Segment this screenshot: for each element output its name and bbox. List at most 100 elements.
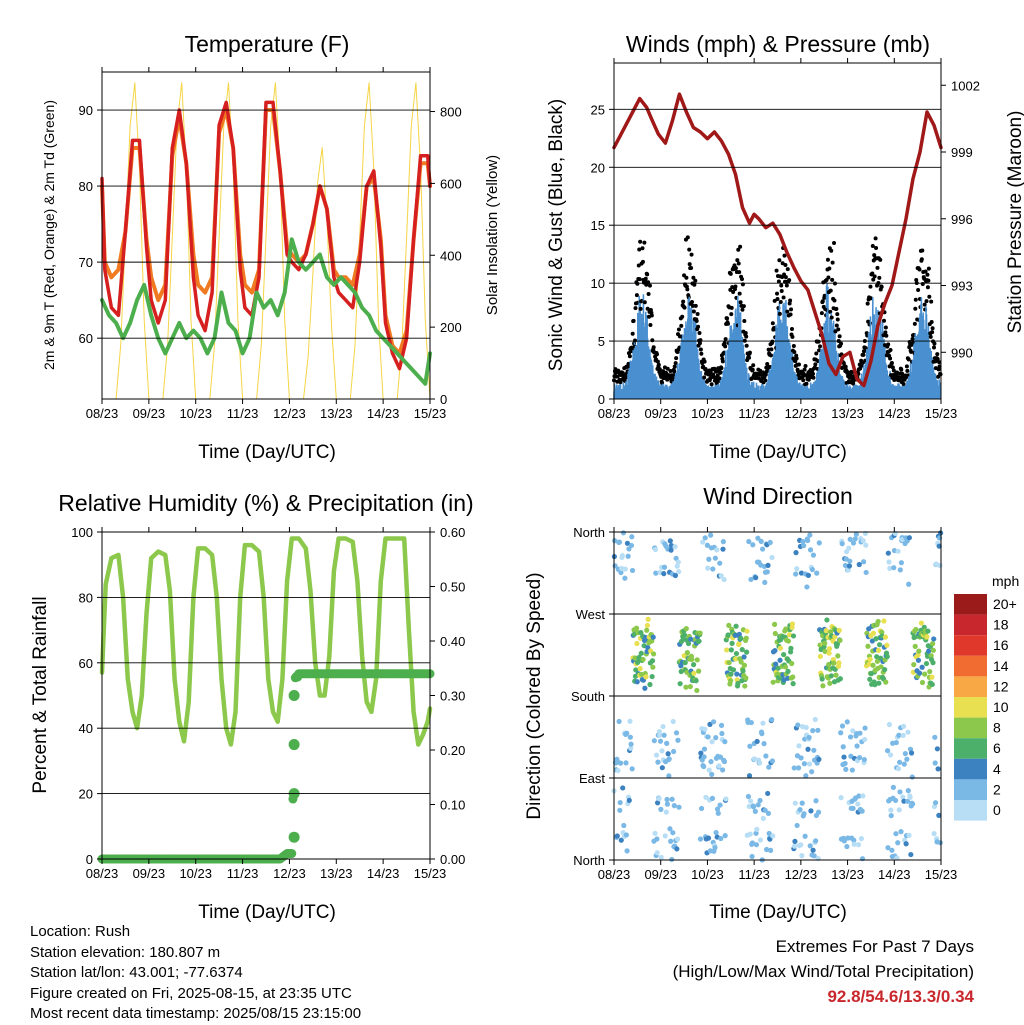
x-tick-label: 12/23 [273, 406, 306, 421]
wind-direction-point [617, 799, 623, 806]
precip-point [288, 690, 300, 701]
wind-direction-point [629, 766, 635, 772]
gust-point [832, 240, 837, 245]
pressure-ylabel: Station Pressure (Maroon) [1005, 111, 1024, 334]
x-tick-label: 09/23 [133, 406, 166, 421]
wind-direction-point [887, 565, 893, 572]
wind-direction-point [919, 679, 926, 686]
wind-direction-point [645, 644, 651, 651]
wind-direction-point [885, 845, 891, 851]
wind-direction-point [673, 730, 680, 736]
wind-direction-point [834, 641, 841, 647]
wind-direction-point [746, 803, 752, 810]
wind-direction-point [930, 641, 936, 647]
gust-point [776, 279, 781, 284]
gust-point [917, 267, 922, 272]
wind-direction-point [760, 546, 766, 552]
wind-direction-point [875, 618, 881, 625]
wind-direction-point [843, 766, 849, 772]
wind-direction-point [633, 667, 639, 673]
gust-point [743, 330, 748, 335]
wind-direction-point [781, 651, 787, 658]
gust-point [906, 357, 911, 362]
wind-direction-point [850, 805, 856, 811]
gust-point [884, 333, 889, 338]
wind-direction-point [873, 636, 879, 642]
wind-direction-point [785, 638, 792, 644]
speed-colorbar: mph 20+ 18 16 14 12 10 8 6 4 2 0 [954, 573, 1019, 821]
wind-direction-point [694, 687, 700, 694]
wind-direction-point [769, 758, 776, 764]
precip-point [287, 849, 297, 859]
wind-direction-point [769, 716, 775, 723]
y2-tick-label: 0.10 [440, 798, 465, 813]
extremes-summary: Extremes For Past 7 Days (High/Low/Max W… [673, 934, 974, 1009]
gust-point [756, 376, 761, 381]
x-tick-label: 14/23 [878, 867, 911, 882]
wind-direction-point [706, 556, 712, 562]
gust-point [784, 283, 789, 288]
wind-direction-point [766, 830, 772, 837]
wind-direction-point [773, 661, 779, 667]
gust-point [925, 272, 930, 277]
winds-panel: Winds (mph) & Pressure (mb) 08/23 09/23 10… [546, 31, 1024, 463]
wind-direction-point [726, 659, 732, 666]
wind-direction-point [624, 540, 631, 546]
wind-direction-point [708, 532, 714, 538]
wind-direction-point [763, 753, 769, 759]
gust-point [905, 368, 910, 373]
wind-direction-point [769, 554, 775, 561]
gust-point [888, 348, 893, 353]
gust-point [642, 240, 647, 245]
wind-direction-point [690, 662, 697, 668]
wind-direction-point [789, 621, 795, 627]
wind-direction-point [696, 668, 702, 674]
wind-direction-point [837, 637, 843, 643]
wind-direction-point [884, 654, 890, 660]
wind-direction-point [793, 571, 799, 577]
wind-direction-point [874, 658, 881, 664]
station-info: Location: Rush Station elevation: 180.80… [30, 922, 361, 1025]
wind-direction-point [925, 628, 931, 634]
wind-direction-point [788, 645, 794, 651]
temperature-panel: Temperature (F) 08/23 09/23 10/23 11/23 12/2… [41, 31, 501, 463]
wind-direction-point [851, 837, 857, 843]
gust-point [735, 258, 740, 263]
wind-direction-point [665, 751, 671, 757]
gust-point [919, 257, 924, 262]
wind-direction-point [691, 670, 697, 676]
wind-direction-point [923, 660, 930, 667]
wind-direction-point [861, 559, 867, 565]
wind-direction-point [622, 566, 628, 572]
gust-point [779, 289, 784, 294]
temperature-marks [100, 82, 432, 400]
wind-direction-point [657, 732, 663, 738]
wind-direction-point [777, 657, 783, 663]
wind-direction-point [698, 805, 705, 812]
wind-direction-point [625, 553, 631, 559]
x-tick-label: 09/23 [133, 866, 166, 881]
wind-direction-point [717, 754, 724, 760]
wind-direction-point [827, 629, 834, 635]
gust-point [868, 296, 873, 301]
gust-point [693, 303, 698, 308]
gust-point [781, 295, 786, 300]
gust-point [648, 323, 653, 328]
wind-direction-point [887, 752, 894, 758]
gust-point [926, 266, 931, 271]
wind-direction-point [795, 765, 802, 771]
gust-point [696, 324, 701, 329]
wind-direction-point [792, 800, 798, 806]
wind-direction-point [632, 655, 638, 661]
wind-direction-point [712, 555, 718, 561]
wind-direction-point [655, 759, 661, 765]
gust-point [723, 337, 728, 342]
wind-direction-point [626, 797, 632, 803]
gust-point [849, 370, 854, 375]
gust-point [879, 284, 884, 289]
gust-point [811, 371, 816, 376]
gust-point [698, 347, 703, 352]
wind-direction-plot-frame [613, 531, 942, 861]
gust-point [927, 294, 932, 299]
